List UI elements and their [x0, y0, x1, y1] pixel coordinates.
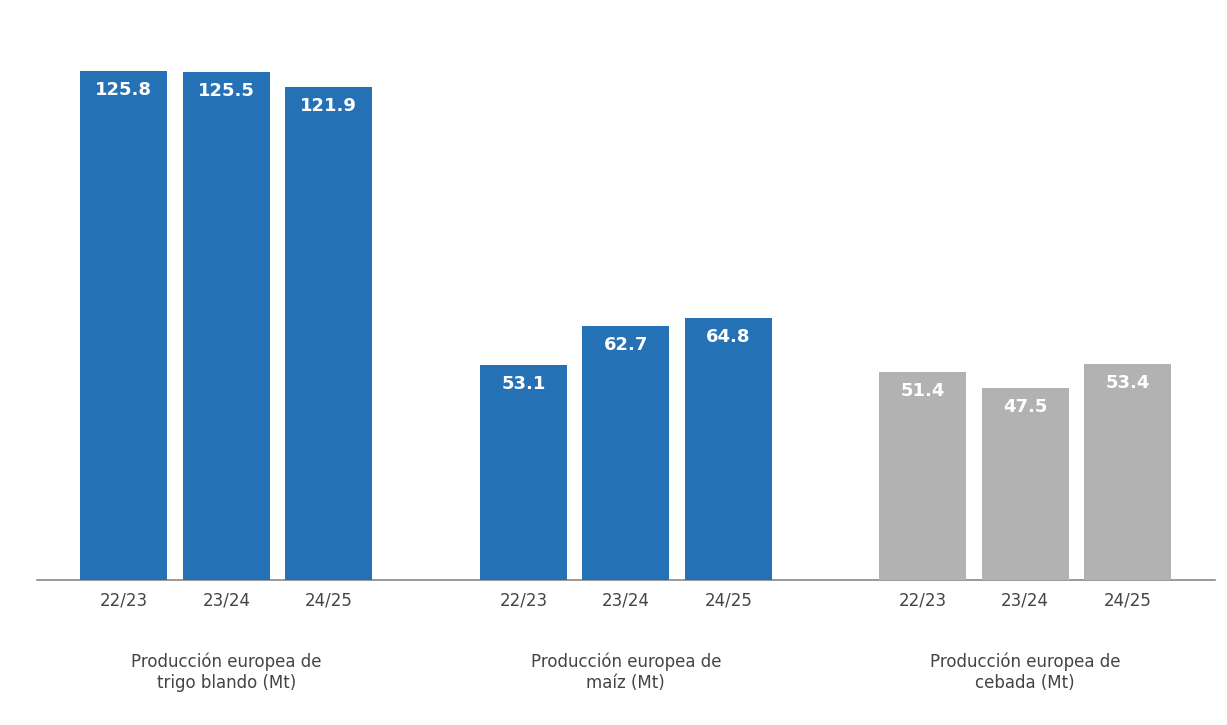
Text: Producción europea de
cebada (Mt): Producción europea de cebada (Mt) — [930, 652, 1120, 692]
Bar — [1085, 364, 1172, 580]
Bar — [583, 326, 669, 580]
Text: 121.9: 121.9 — [301, 97, 357, 115]
Bar — [183, 72, 270, 580]
Bar — [480, 365, 567, 580]
Bar — [982, 388, 1069, 580]
Bar — [880, 372, 967, 580]
Bar — [685, 318, 772, 580]
Text: 64.8: 64.8 — [706, 328, 751, 346]
Bar — [285, 87, 372, 580]
Text: 62.7: 62.7 — [604, 336, 648, 355]
Text: 47.5: 47.5 — [1002, 398, 1048, 416]
Text: 53.1: 53.1 — [501, 376, 546, 393]
Text: 125.5: 125.5 — [198, 83, 255, 101]
Text: Producción europea de
trigo blando (Mt): Producción europea de trigo blando (Mt) — [131, 652, 321, 692]
Bar — [80, 71, 167, 580]
Text: 53.4: 53.4 — [1106, 374, 1150, 392]
Text: 51.4: 51.4 — [901, 382, 945, 400]
Text: Producción europea de
maíz (Mt): Producción europea de maíz (Mt) — [530, 652, 721, 692]
Text: 125.8: 125.8 — [96, 81, 152, 99]
